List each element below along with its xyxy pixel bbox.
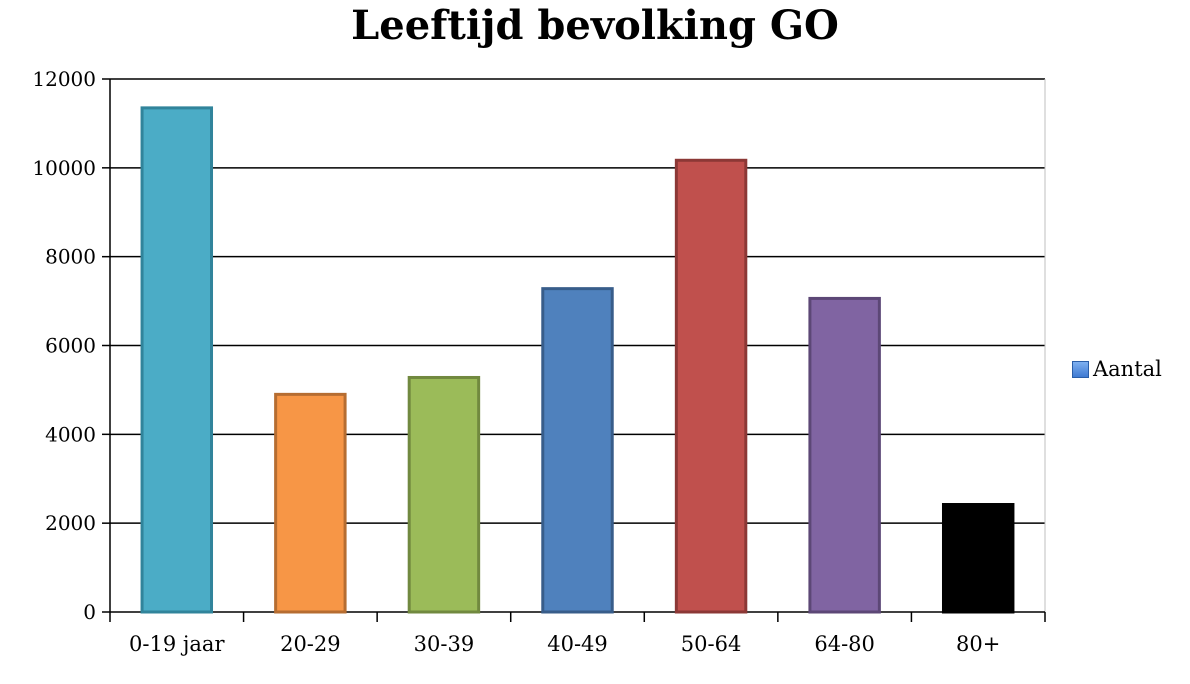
legend-swatch <box>1072 360 1089 378</box>
x-tick-label: 20-29 <box>280 632 341 656</box>
x-tick-label: 40-49 <box>547 632 608 656</box>
bar-40-49 <box>541 287 614 614</box>
bar-20-29 <box>274 392 347 614</box>
x-tick-label: 0-19 jaar <box>129 632 225 656</box>
chart-title: Leeftijd bevolking GO <box>351 2 839 49</box>
x-tick-label: 50-64 <box>681 632 742 656</box>
bar-30-39 <box>407 375 481 614</box>
bar-0-19-jaar <box>140 106 214 614</box>
y-tick-label: 6000 <box>45 334 96 358</box>
x-tick-label: 64-80 <box>814 632 875 656</box>
legend-label: Aantal <box>1093 357 1162 381</box>
y-tick-label: 2000 <box>45 511 96 535</box>
y-tick-label: 8000 <box>45 245 96 269</box>
y-tick-label: 10000 <box>32 156 96 180</box>
y-tick-label: 4000 <box>45 422 96 446</box>
bar-64-80 <box>808 296 881 614</box>
x-tick-label: 30-39 <box>414 632 475 656</box>
bar-50-64 <box>674 158 748 614</box>
y-tick-label: 0 <box>83 600 96 624</box>
y-tick-label: 12000 <box>32 67 96 91</box>
x-tick-label: 80+ <box>956 632 1000 656</box>
legend: Aantal <box>1072 357 1162 381</box>
bar-80- <box>941 503 1015 614</box>
